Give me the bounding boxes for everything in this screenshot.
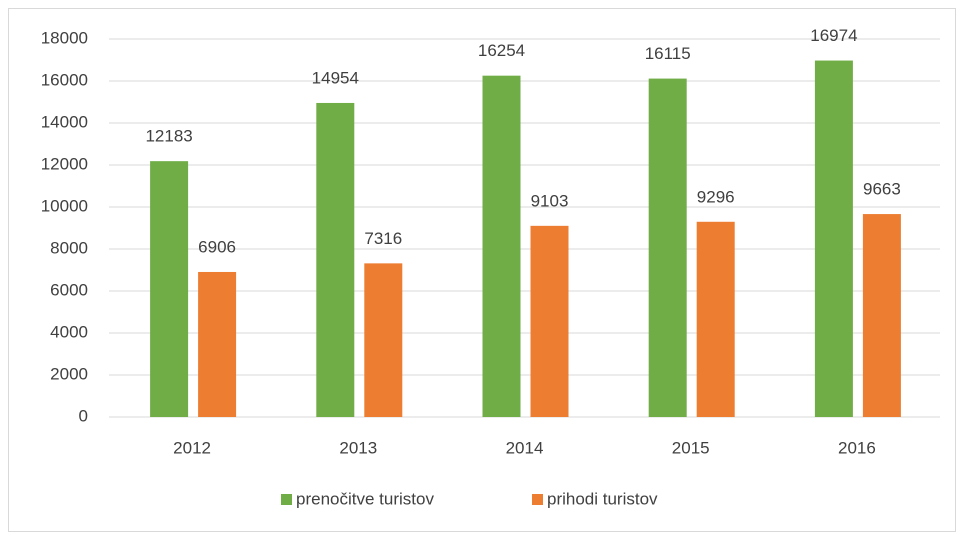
legend-swatch bbox=[281, 494, 292, 505]
y-tick-label: 8000 bbox=[50, 238, 88, 257]
bar bbox=[648, 78, 687, 418]
data-label: 16254 bbox=[478, 41, 525, 60]
data-label: 6906 bbox=[198, 237, 236, 256]
data-label: 14954 bbox=[312, 68, 359, 87]
bar bbox=[862, 214, 901, 417]
y-tick-label: 4000 bbox=[50, 322, 88, 341]
x-tick-label: 2014 bbox=[506, 438, 544, 457]
x-tick-label: 2016 bbox=[838, 438, 876, 457]
bar bbox=[316, 102, 355, 417]
data-label: 7316 bbox=[364, 229, 402, 248]
x-tick-label: 2013 bbox=[339, 438, 377, 457]
legend-swatch bbox=[532, 494, 543, 505]
x-tick-label: 2015 bbox=[672, 438, 710, 457]
data-label: 16974 bbox=[810, 26, 857, 45]
y-tick-label: 2000 bbox=[50, 364, 88, 383]
chart-border bbox=[8, 8, 956, 532]
legend-label: prihodi turistov bbox=[547, 489, 658, 508]
bar bbox=[814, 60, 853, 418]
legend-label: prenočitve turistov bbox=[296, 489, 434, 508]
y-tick-label: 14000 bbox=[41, 112, 88, 131]
data-label: 9103 bbox=[531, 191, 569, 210]
data-label: 9296 bbox=[697, 187, 735, 206]
y-tick-label: 16000 bbox=[41, 70, 88, 89]
bar bbox=[530, 225, 569, 417]
y-tick-label: 10000 bbox=[41, 196, 88, 215]
y-tick-label: 6000 bbox=[50, 280, 88, 299]
bar bbox=[150, 161, 189, 417]
data-label: 16115 bbox=[645, 44, 691, 63]
x-tick-label: 2012 bbox=[173, 438, 211, 457]
y-tick-label: 0 bbox=[79, 406, 88, 425]
bar bbox=[364, 263, 403, 417]
bar bbox=[198, 271, 237, 417]
y-tick-label: 12000 bbox=[41, 154, 88, 173]
data-label: 9663 bbox=[863, 180, 901, 199]
y-tick-label: 18000 bbox=[41, 28, 88, 47]
data-label: 12183 bbox=[145, 127, 192, 146]
bar bbox=[482, 75, 521, 417]
bar bbox=[696, 221, 735, 417]
